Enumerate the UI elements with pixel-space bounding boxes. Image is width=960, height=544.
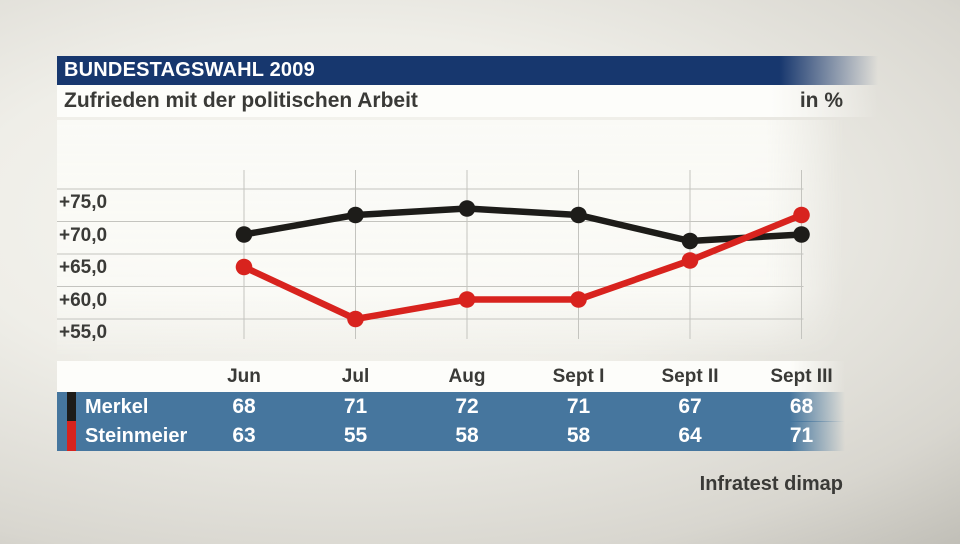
line-chart bbox=[57, 170, 810, 339]
month-label: Sept I bbox=[552, 366, 605, 387]
title-bar: BUNDESTAGSWAHL 2009 bbox=[57, 56, 878, 85]
table-header-row: Jun Jul Aug Sept I Sept II Sept III bbox=[57, 361, 845, 392]
legend-chip-merkel bbox=[67, 392, 76, 422]
chart-subtitle: Zufrieden mit der politischen Arbeit bbox=[64, 89, 418, 112]
source-credit: Infratest dimap bbox=[699, 473, 843, 495]
unit-label: in % bbox=[799, 89, 843, 112]
table-value: 58 bbox=[455, 424, 479, 447]
data-point-steinmeier bbox=[681, 252, 699, 269]
table-value: 68 bbox=[789, 395, 814, 418]
table-value: 63 bbox=[232, 424, 256, 447]
month-label: Jun bbox=[227, 366, 261, 387]
table-row-steinmeier: Steinmeier 63 55 58 58 64 71 bbox=[57, 421, 845, 451]
table-value: 72 bbox=[455, 395, 479, 418]
data-point-merkel bbox=[458, 200, 476, 217]
series-line-steinmeier bbox=[240, 211, 805, 323]
data-point-merkel bbox=[681, 232, 699, 250]
series-label: Steinmeier bbox=[85, 425, 188, 447]
table-value: 71 bbox=[566, 395, 591, 418]
month-label: Sept III bbox=[770, 366, 833, 387]
table-value: 71 bbox=[343, 395, 368, 418]
data-point-merkel bbox=[347, 206, 364, 224]
data-point-merkel bbox=[793, 226, 810, 243]
table-value: 58 bbox=[566, 424, 591, 447]
table-value: 67 bbox=[678, 395, 702, 418]
data-point-steinmeier bbox=[570, 291, 587, 308]
y-axis-tick: +75,0 bbox=[59, 192, 108, 213]
data-point-steinmeier bbox=[347, 310, 364, 328]
data-point-steinmeier bbox=[793, 206, 810, 224]
series-label: Merkel bbox=[85, 396, 149, 418]
page-title: BUNDESTAGSWAHL 2009 bbox=[64, 59, 315, 81]
month-label: Sept II bbox=[661, 366, 719, 387]
data-point-merkel bbox=[570, 206, 587, 224]
month-label: Jul bbox=[341, 366, 370, 387]
table-value: 71 bbox=[789, 424, 814, 447]
y-axis-tick: +55,0 bbox=[59, 322, 108, 343]
series-line-merkel bbox=[240, 205, 805, 245]
data-point-steinmeier bbox=[235, 258, 253, 276]
table-row-merkel: Merkel 68 71 72 71 67 68 bbox=[57, 392, 845, 422]
legend-chip-steinmeier bbox=[67, 421, 76, 451]
table-value: 64 bbox=[678, 424, 702, 447]
month-label: Aug bbox=[448, 366, 486, 387]
data-point-steinmeier bbox=[458, 291, 476, 308]
table-value: 55 bbox=[343, 424, 368, 447]
y-axis-tick: +70,0 bbox=[59, 224, 108, 246]
y-axis-tick: +60,0 bbox=[59, 289, 108, 311]
y-axis-tick: +65,0 bbox=[59, 257, 108, 278]
data-point-merkel bbox=[235, 226, 253, 243]
table-value: 68 bbox=[232, 395, 256, 418]
subtitle-bar: Zufrieden mit der politischen Arbeit in … bbox=[57, 85, 878, 117]
